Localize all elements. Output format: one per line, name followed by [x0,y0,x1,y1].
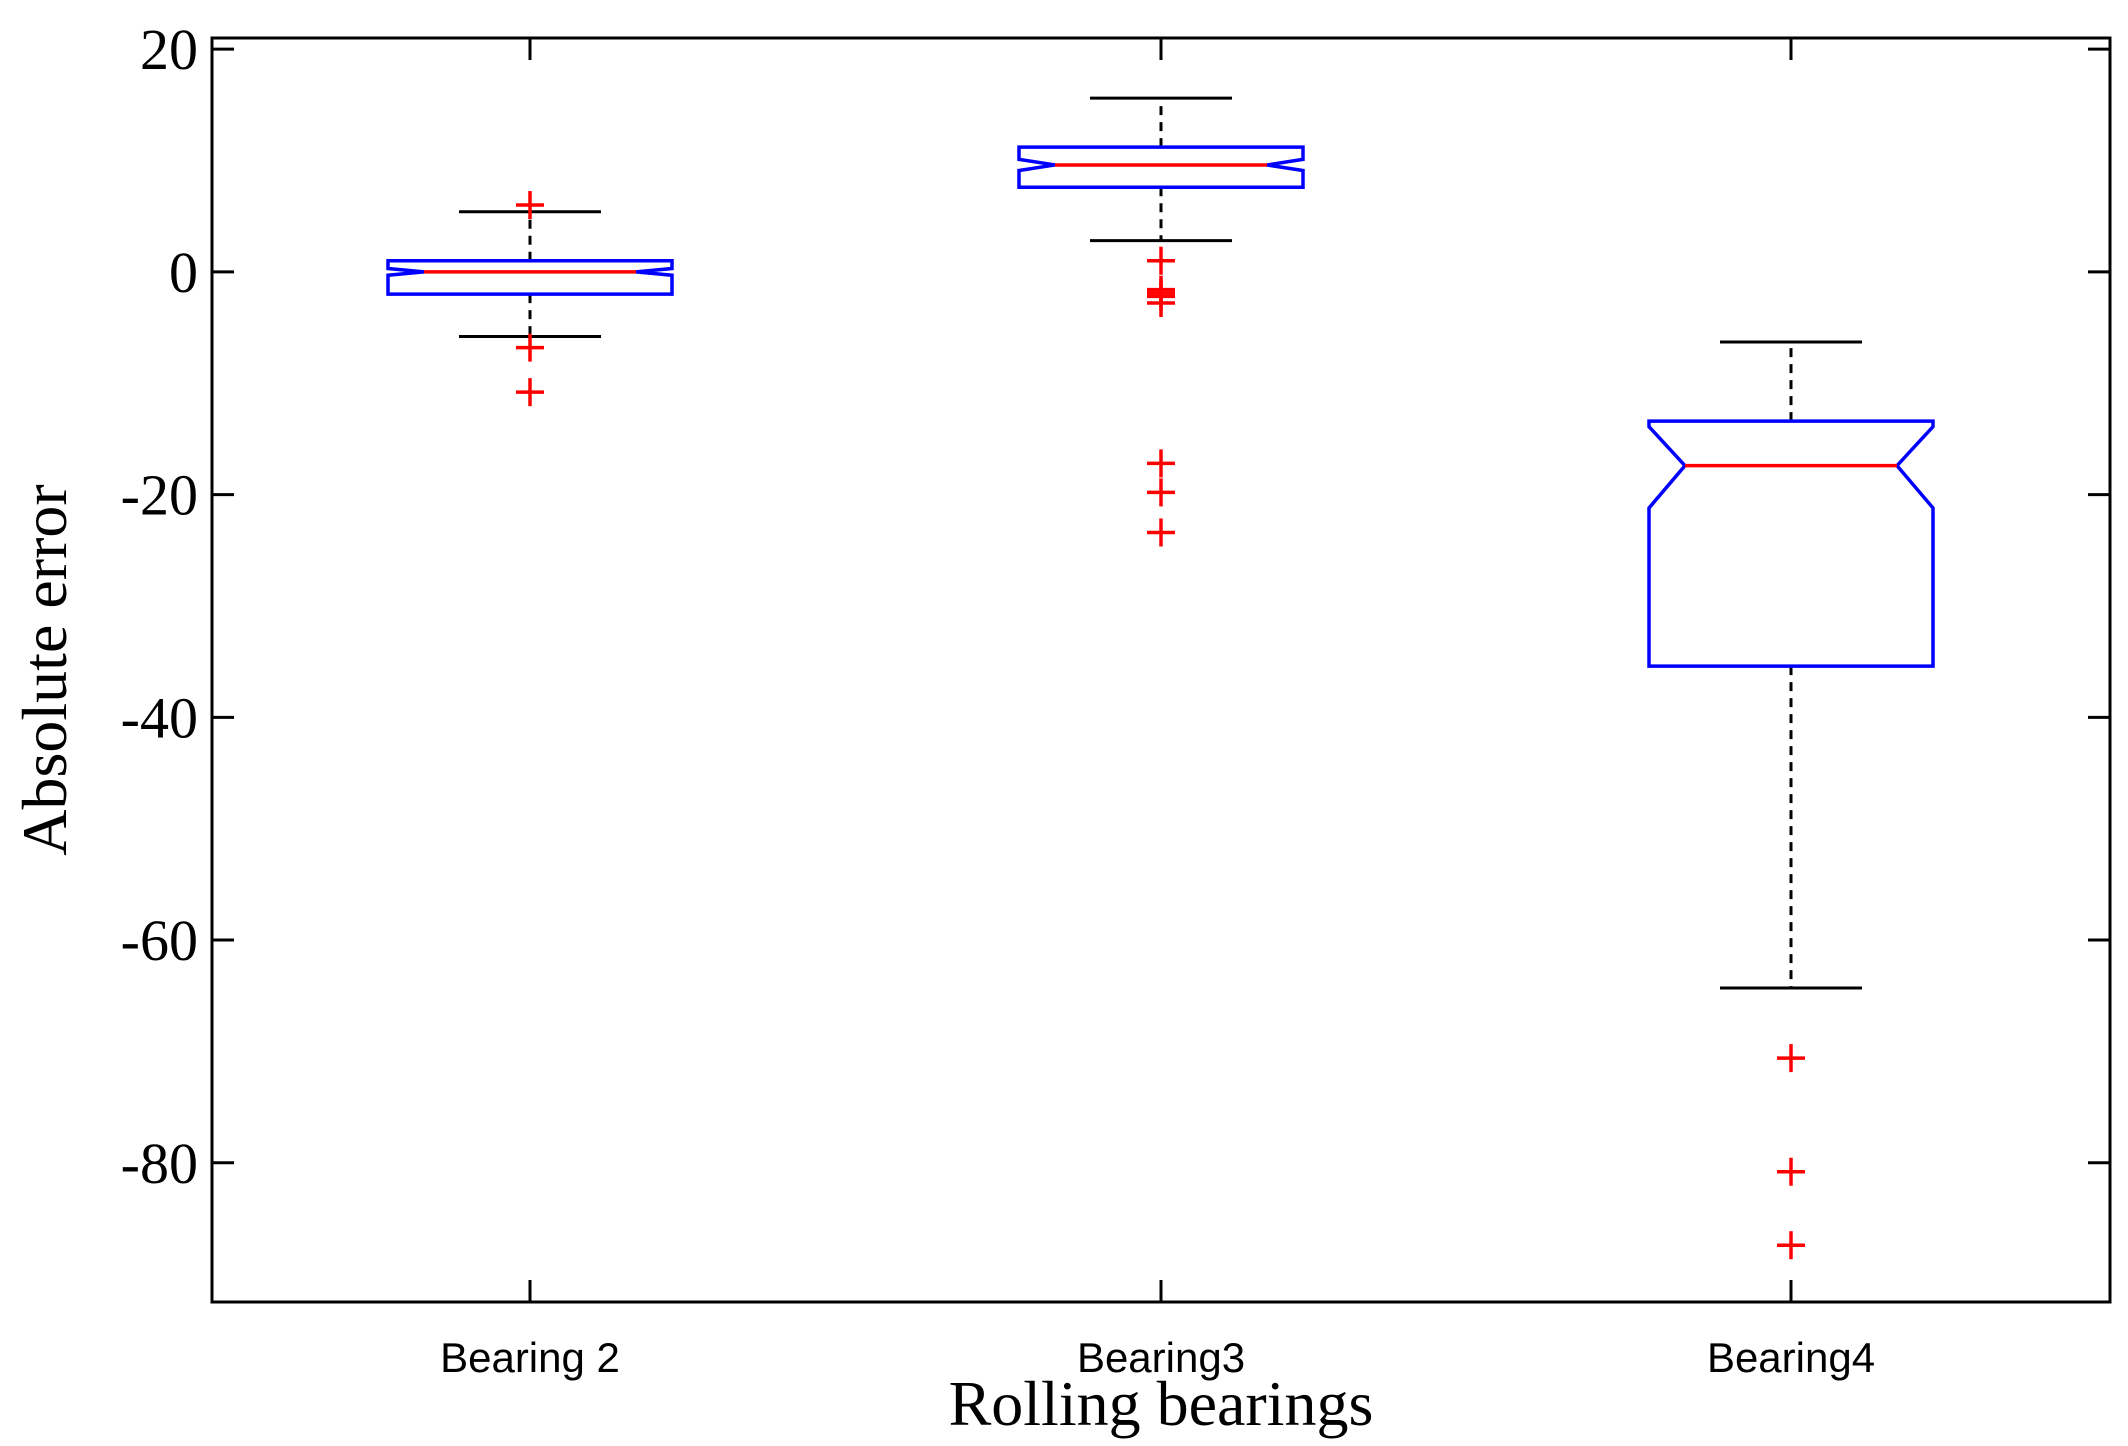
x-tick-label: Bearing4 [1707,1334,1875,1381]
y-tick-label: 0 [169,240,198,305]
box-2 [1017,96,1305,547]
y-tick-label: -20 [121,463,198,528]
y-axis-ticks: 20 0 -20 -40 -60 -80 [121,17,2110,1196]
outlier-point [1147,478,1175,507]
outlier-point [516,191,544,220]
outlier-point [1147,518,1175,547]
outlier-point [516,333,544,362]
y-axis-title: Absolute error [9,484,80,855]
x-axis-ticks: Bearing 2 Bearing3 Bearing4 [440,38,1875,1381]
y-tick-label: -80 [121,1131,198,1196]
outlier-point [1777,1231,1805,1260]
x-axis-title: Rolling bearings [949,1368,1374,1439]
outlier-point [516,378,544,407]
y-tick-label: 20 [140,17,198,82]
outlier-point [1777,1044,1805,1073]
outlier-point [1147,289,1175,318]
outlier-point [1147,246,1175,275]
notched-box [1647,419,1935,668]
x-tick-label: Bearing 2 [440,1334,620,1381]
box-series [386,96,1935,1260]
y-tick-label: -60 [121,908,198,973]
outlier-point [1147,449,1175,478]
box-3 [1647,340,1935,1260]
outlier-point [1777,1157,1805,1186]
x-tick-label: Bearing3 [1077,1334,1245,1381]
notched-box [1017,145,1305,189]
notched-box [386,258,674,296]
y-tick-label: -40 [121,685,198,750]
box-1 [386,191,674,407]
